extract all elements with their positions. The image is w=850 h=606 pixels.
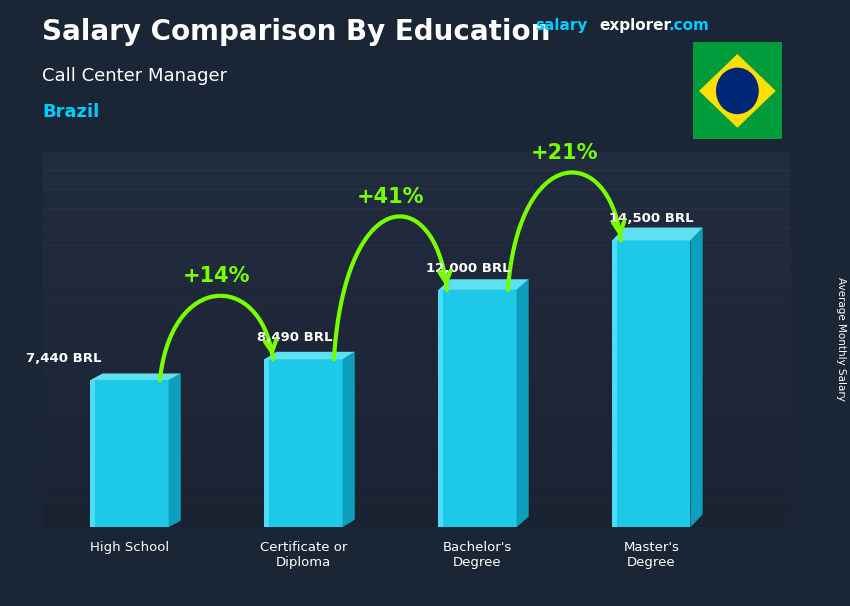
Text: 14,500 BRL: 14,500 BRL: [609, 213, 694, 225]
Polygon shape: [439, 290, 517, 527]
Polygon shape: [439, 290, 443, 527]
Bar: [42, 170, 790, 189]
Polygon shape: [343, 351, 354, 527]
Polygon shape: [690, 228, 703, 527]
Text: +21%: +21%: [530, 143, 598, 163]
Polygon shape: [612, 241, 690, 527]
Polygon shape: [168, 373, 181, 527]
Polygon shape: [90, 380, 168, 527]
Bar: [42, 245, 790, 264]
Polygon shape: [264, 359, 269, 527]
Text: Brazil: Brazil: [42, 103, 99, 121]
Bar: [42, 152, 790, 170]
Circle shape: [716, 68, 759, 114]
Polygon shape: [90, 373, 181, 380]
Bar: [42, 396, 790, 415]
Bar: [42, 208, 790, 227]
Polygon shape: [517, 279, 529, 527]
Polygon shape: [612, 228, 703, 241]
Bar: [42, 452, 790, 471]
Text: explorer: explorer: [599, 18, 672, 33]
Text: 12,000 BRL: 12,000 BRL: [427, 262, 511, 275]
Bar: [42, 433, 790, 452]
Polygon shape: [612, 241, 616, 527]
Text: +14%: +14%: [183, 267, 250, 287]
Bar: [42, 339, 790, 358]
Text: Average Monthly Salary: Average Monthly Salary: [836, 278, 846, 401]
Polygon shape: [439, 279, 529, 290]
Text: Salary Comparison By Education: Salary Comparison By Education: [42, 18, 551, 46]
Bar: [42, 471, 790, 490]
Bar: [42, 189, 790, 208]
Bar: [42, 508, 790, 527]
Bar: [42, 321, 790, 339]
Text: .com: .com: [669, 18, 710, 33]
Bar: [42, 358, 790, 377]
Bar: [42, 264, 790, 283]
Text: salary: salary: [536, 18, 588, 33]
Bar: [42, 415, 790, 433]
Bar: [42, 377, 790, 396]
Polygon shape: [264, 359, 343, 527]
Text: 8,490 BRL: 8,490 BRL: [257, 331, 332, 344]
Polygon shape: [264, 351, 354, 359]
Polygon shape: [90, 380, 94, 527]
Text: +41%: +41%: [357, 187, 424, 207]
Text: Call Center Manager: Call Center Manager: [42, 67, 228, 85]
Bar: [42, 490, 790, 508]
Bar: [42, 302, 790, 321]
Bar: [42, 227, 790, 245]
Bar: [42, 283, 790, 302]
Text: 7,440 BRL: 7,440 BRL: [26, 352, 101, 365]
Polygon shape: [699, 54, 776, 128]
